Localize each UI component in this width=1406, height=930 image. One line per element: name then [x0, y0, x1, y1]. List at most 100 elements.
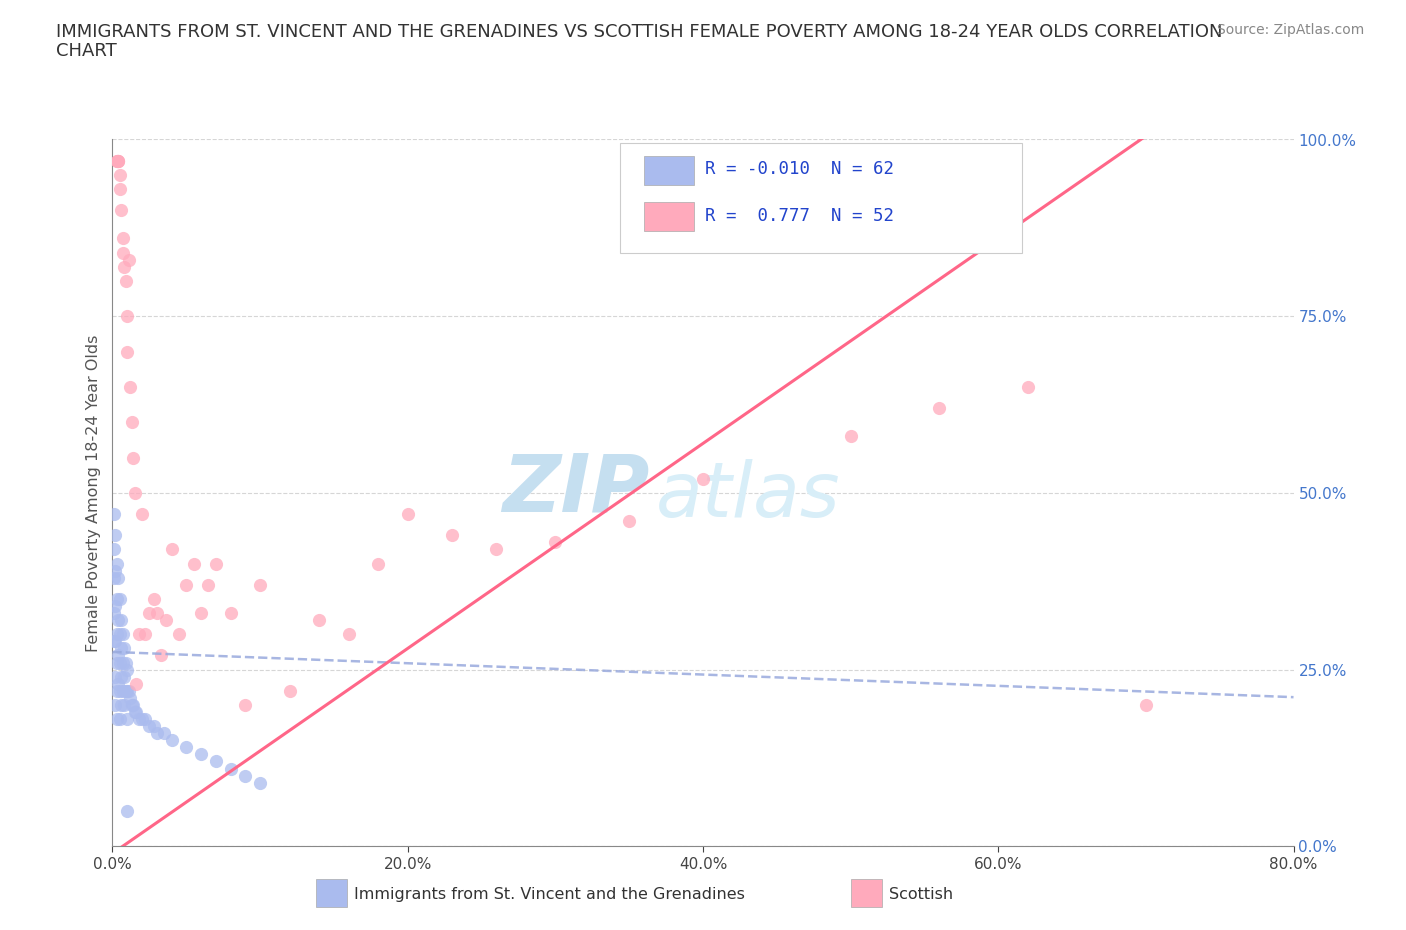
Point [103, 507, 125, 522]
Point [183, 556, 205, 571]
Point [138, 719, 160, 734]
Point [146, 725, 169, 740]
Point [205, 754, 228, 769]
Point [110, 613, 132, 628]
Point [114, 655, 136, 670]
Text: Source: ZipAtlas.com: Source: ZipAtlas.com [1216, 23, 1364, 37]
Text: ZIP: ZIP [502, 450, 650, 528]
Point [174, 578, 197, 592]
Point [104, 634, 127, 649]
Point [107, 676, 129, 691]
Point [124, 485, 146, 500]
Point [249, 776, 271, 790]
Point [105, 153, 128, 168]
Point [219, 761, 242, 776]
Point [103, 634, 125, 649]
Point [118, 252, 141, 267]
Point [205, 556, 228, 571]
Point [544, 535, 567, 550]
Point [108, 181, 131, 196]
Point [120, 690, 142, 705]
Text: Scottish: Scottish [889, 887, 953, 902]
Point [485, 542, 508, 557]
Point [111, 684, 134, 698]
Point [105, 655, 128, 670]
Point [155, 613, 177, 628]
Point [118, 684, 141, 698]
Point [108, 655, 131, 670]
Point [153, 725, 176, 740]
Point [110, 203, 132, 218]
FancyBboxPatch shape [644, 155, 693, 185]
Point [122, 698, 145, 712]
Point [142, 719, 165, 734]
Point [103, 542, 125, 557]
Point [107, 153, 129, 168]
Point [107, 153, 129, 168]
Point [117, 344, 138, 359]
Point [124, 705, 146, 720]
Point [105, 591, 128, 606]
Point [108, 711, 131, 726]
Point [108, 591, 131, 606]
Point [131, 711, 153, 726]
Point [839, 429, 862, 444]
Point [112, 641, 135, 656]
Point [219, 605, 242, 620]
Text: R =  0.777  N = 52: R = 0.777 N = 52 [706, 206, 894, 225]
Point [190, 605, 212, 620]
Point [125, 705, 148, 720]
Point [117, 804, 138, 818]
FancyBboxPatch shape [644, 202, 693, 232]
Point [120, 379, 142, 394]
Point [308, 613, 330, 628]
Point [104, 670, 127, 684]
Point [105, 627, 128, 642]
Point [337, 627, 360, 642]
Point [117, 662, 138, 677]
Point [111, 627, 134, 642]
FancyBboxPatch shape [620, 143, 1022, 253]
Point [131, 507, 153, 522]
Point [107, 153, 129, 168]
Point [174, 740, 197, 755]
Point [107, 570, 129, 585]
Point [233, 698, 256, 712]
Point [150, 648, 173, 663]
Point [138, 605, 160, 620]
Point [146, 605, 169, 620]
Point [160, 733, 183, 748]
Point [104, 564, 127, 578]
Point [190, 747, 212, 762]
Point [121, 415, 143, 430]
Point [278, 684, 301, 698]
Point [128, 711, 150, 726]
Text: CHART: CHART [56, 42, 117, 60]
Point [108, 684, 131, 698]
Point [619, 513, 641, 528]
Point [111, 231, 134, 246]
Point [233, 768, 256, 783]
Point [692, 472, 714, 486]
Point [167, 627, 190, 642]
Point [249, 578, 271, 592]
Point [197, 578, 219, 592]
Point [117, 309, 138, 324]
Point [110, 698, 132, 712]
Point [105, 684, 128, 698]
Text: atlas: atlas [655, 459, 841, 534]
Point [114, 684, 136, 698]
Point [114, 273, 136, 288]
Y-axis label: Female Poverty Among 18-24 Year Olds: Female Poverty Among 18-24 Year Olds [86, 334, 101, 652]
Point [134, 627, 156, 642]
Point [108, 167, 131, 182]
Point [928, 401, 950, 416]
Point [105, 153, 128, 168]
Point [105, 711, 128, 726]
Point [117, 684, 138, 698]
Point [142, 591, 165, 606]
Text: R = -0.010  N = 62: R = -0.010 N = 62 [706, 160, 894, 179]
Point [107, 613, 129, 628]
Point [112, 698, 135, 712]
Text: IMMIGRANTS FROM ST. VINCENT AND THE GRENADINES VS SCOTTISH FEMALE POVERTY AMONG : IMMIGRANTS FROM ST. VINCENT AND THE GREN… [56, 23, 1223, 41]
